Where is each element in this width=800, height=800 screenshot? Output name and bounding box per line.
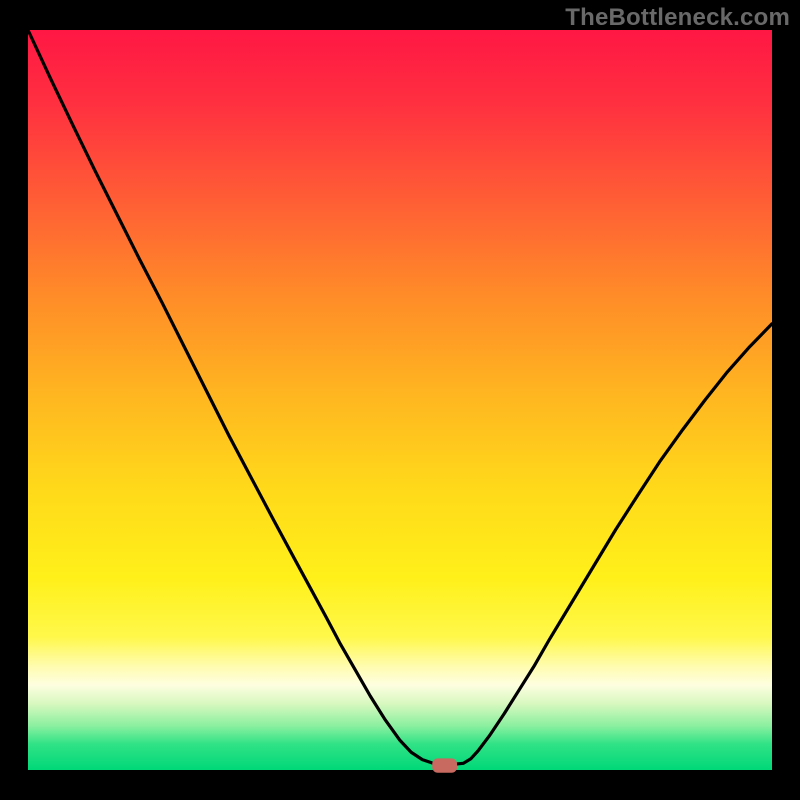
optimum-marker	[433, 759, 457, 772]
watermark-text: TheBottleneck.com	[565, 4, 790, 32]
bottleneck-chart	[0, 0, 800, 800]
plot-background	[28, 30, 772, 770]
chart-frame: TheBottleneck.com	[0, 0, 800, 800]
